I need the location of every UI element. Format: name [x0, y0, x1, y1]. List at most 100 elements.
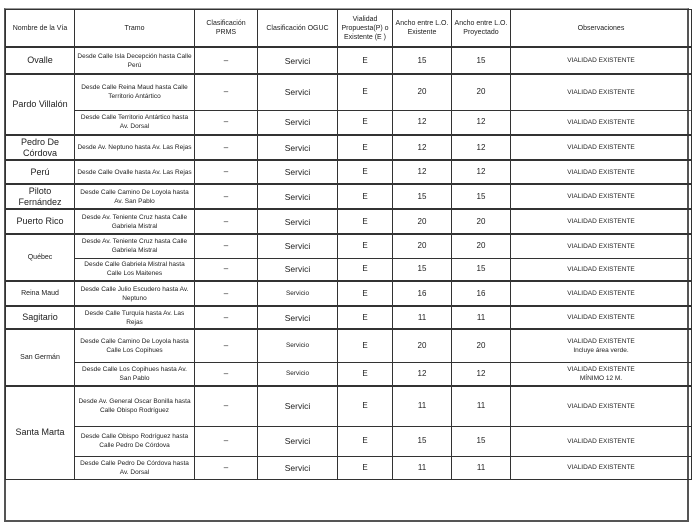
table-row: Ovalle Desde Calle Isla Decepción hasta C…	[5, 46, 692, 75]
ancho-existente-cell: 20	[392, 73, 452, 111]
observaciones-cell: VIALIDAD EXISTENTE	[510, 134, 692, 161]
via-name: Sagitario	[5, 305, 75, 330]
via-name: Piloto Fernández	[5, 183, 75, 210]
table-row: Santa Marta Desde Av. General Oscar Bonil…	[5, 385, 692, 480]
table-row: Pardo Villalón Desde Calle Reina Maud has…	[5, 73, 692, 136]
ancho-proyectado-cell: 15	[451, 425, 511, 457]
oguc-cell: Servicio	[257, 328, 338, 363]
vialidad-cell: E	[337, 425, 393, 457]
vialidad-cell: E	[337, 46, 393, 75]
ancho-existente-cell-text: 16	[417, 288, 427, 298]
prms-cell-text: –	[223, 401, 229, 411]
header-vialidad: Vialidad Propuesta(P) o Existente (E )	[337, 9, 393, 48]
oguc-cell-text: Servici	[284, 462, 311, 473]
ancho-proyectado-cell: 20	[451, 73, 511, 111]
prms-cell: –	[194, 280, 258, 307]
vialidad-cell-text: E	[362, 462, 368, 472]
observaciones-cell-text: VIALIDAD EXISTENTE	[567, 290, 635, 297]
oguc-cell-text: Servicio	[285, 341, 310, 349]
vialidad-cell: E	[337, 183, 393, 210]
via-name-text: Puerto Rico	[16, 216, 64, 226]
vias-table: Nombre de la Vía Tramo Clasificación PRM…	[5, 9, 692, 480]
observaciones-cell: VIALIDAD EXISTENTE	[510, 233, 692, 259]
oguc-cell-text: Servici	[284, 191, 311, 202]
observaciones-cell: VIALIDAD EXISTENTE	[510, 159, 692, 185]
prms-cell-text: –	[223, 142, 229, 152]
observaciones-cell-note: Incluye área verde.	[573, 346, 629, 354]
vialidad-cell-text: E	[362, 87, 368, 97]
ancho-proyectado-cell-text: 16	[476, 288, 486, 298]
ancho-existente-cell-text: 15	[417, 264, 427, 274]
oguc-cell-text: Servici	[284, 241, 311, 252]
ancho-proyectado-cell: 16	[451, 280, 511, 307]
ancho-existente-cell-text: 15	[417, 55, 427, 65]
oguc-cell: Servici	[257, 385, 338, 427]
ancho-proyectado-cell: 11	[451, 305, 511, 330]
table-row: Desde Calle Gabriela Mistral hasta Calle…	[6, 257, 692, 282]
vialidad-cell: E	[337, 455, 393, 480]
prms-cell-text: –	[223, 55, 229, 65]
via-name-text: San Germán	[20, 354, 60, 361]
oguc-cell-text: Servici	[284, 216, 311, 227]
vialidad-cell-text: E	[362, 55, 368, 65]
ancho-existente-cell: 15	[392, 257, 452, 282]
vialidad-cell: E	[337, 280, 393, 307]
tramo-cell: Desde Av. Teniente Cruz hasta Calle Gabr…	[74, 208, 195, 235]
observaciones-cell: VIALIDAD EXISTENTE	[510, 455, 692, 480]
vialidad-cell-text: E	[362, 288, 368, 298]
via-name-text: Pedro De Córdova	[20, 136, 60, 158]
tramo-cell-text: Desde Calle Reina Maud hasta Calle Terri…	[81, 84, 188, 101]
table-row: Québec Desde Av. Teniente Cruz hasta Call…	[5, 233, 692, 282]
via-name-text: Québec	[27, 254, 53, 261]
tramo-cell: Desde Av. General Oscar Bonilla hasta Ca…	[74, 385, 195, 427]
ancho-proyectado-cell: 12	[451, 109, 511, 136]
prms-cell-text: –	[223, 241, 229, 251]
ancho-existente-cell: 20	[392, 233, 452, 259]
vialidad-cell: E	[337, 159, 393, 185]
vialidad-cell-text: E	[362, 401, 368, 411]
ancho-existente-cell-text: 12	[417, 117, 427, 127]
table-row: Desde Calle Territorio Antártico hasta A…	[6, 109, 692, 136]
oguc-cell: Servici	[257, 425, 338, 457]
vialidad-cell-text: E	[362, 117, 368, 127]
prms-cell-text: –	[223, 288, 229, 298]
ancho-existente-cell: 12	[392, 109, 452, 136]
observaciones-cell-text: VIALIDAD EXISTENTE	[567, 365, 635, 373]
observaciones-cell-text: VIALIDAD EXISTENTE	[567, 193, 635, 200]
vialidad-cell: E	[337, 208, 393, 235]
prms-cell-text: –	[223, 340, 229, 350]
prms-cell: –	[194, 46, 258, 75]
ancho-existente-cell-text: 12	[417, 142, 427, 152]
oguc-cell: Servici	[257, 455, 338, 480]
observaciones-cell: VIALIDAD EXISTENTE	[510, 305, 692, 330]
tramo-cell: Desde Calle Camino De Loyola hasta Av. S…	[74, 183, 195, 210]
tramo-cell-text: Desde Calle Los Copihues hasta Av. San P…	[82, 365, 187, 382]
tramo-cell-text: Desde Calle Gabriela Mistral hasta Calle…	[84, 261, 185, 278]
tramo-cell: Desde Av. Neptuno hasta Av. Las Rejas	[74, 134, 195, 161]
prms-cell-text: –	[223, 216, 229, 226]
prms-cell-text: –	[223, 191, 229, 201]
via-name: San Germán	[5, 328, 75, 387]
ancho-existente-cell: 15	[392, 183, 452, 210]
tramo-cell-text: Desde Calle Isla Decepción hasta Calle P…	[77, 52, 192, 69]
ancho-proyectado-cell-text: 12	[476, 117, 486, 127]
observaciones-cell-text: VIALIDAD EXISTENTE	[567, 402, 635, 410]
oguc-cell-text: Servici	[284, 312, 311, 323]
oguc-cell-text: Servici	[284, 117, 311, 128]
via-name: Pardo Villalón	[5, 73, 75, 136]
vialidad-cell: E	[337, 257, 393, 282]
via-name: Québec	[5, 233, 75, 282]
header-prms: Clasificación PRMS	[194, 9, 258, 48]
vialidad-cell-text: E	[362, 191, 368, 201]
vialidad-cell: E	[337, 385, 393, 427]
observaciones-cell: VIALIDAD EXISTENTE MÍNIMO 12 M.	[510, 361, 692, 387]
observaciones-cell-text: VIALIDAD EXISTENTE	[567, 218, 635, 225]
oguc-cell: Servici	[257, 183, 338, 210]
ancho-existente-cell: 12	[392, 159, 452, 185]
oguc-cell: Servici	[257, 208, 338, 235]
header-ancho-existente: Ancho entre L.O. Existente	[392, 9, 452, 48]
ancho-proyectado-cell-text: 20	[476, 87, 486, 97]
prms-cell: –	[194, 109, 258, 136]
via-name-text: Perú	[30, 166, 50, 177]
vialidad-cell-text: E	[362, 368, 368, 378]
